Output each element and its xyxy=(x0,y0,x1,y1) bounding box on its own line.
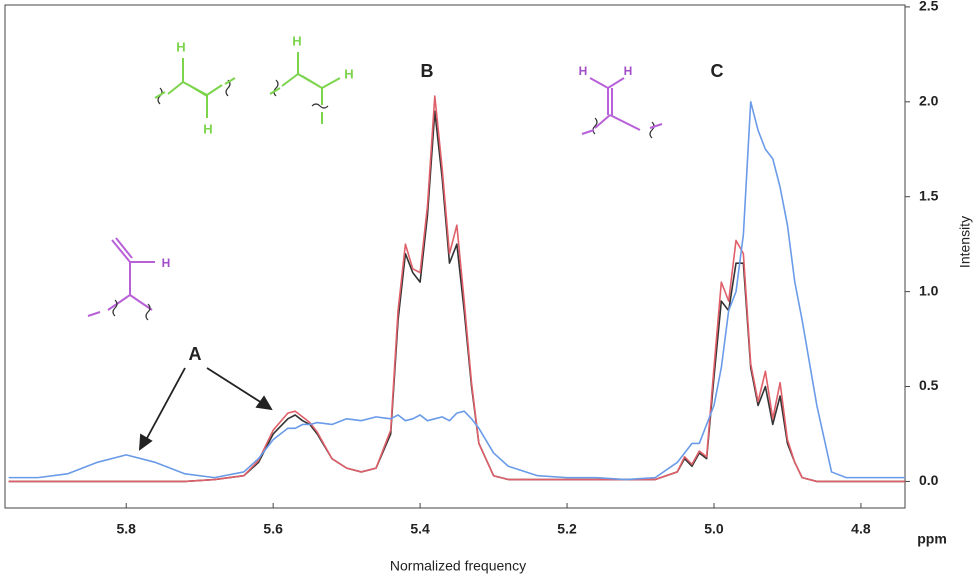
y-tick-label: 0.5 xyxy=(919,377,939,393)
atom-label: H xyxy=(344,66,353,81)
y-tick-label: 1.5 xyxy=(919,187,939,203)
x-tick-label: 5.8 xyxy=(116,521,136,537)
plot-frame xyxy=(4,4,906,509)
series-line xyxy=(8,95,905,483)
atom-label: H xyxy=(579,64,588,78)
x-tick-label: 5.2 xyxy=(557,521,577,537)
annotation: B xyxy=(421,61,434,81)
atom-label: H xyxy=(203,121,212,136)
x-tick-label: 5.4 xyxy=(410,521,430,537)
x-tick-label: 4.8 xyxy=(851,521,871,537)
x-tick-label: 5.6 xyxy=(263,521,283,537)
structure: H H xyxy=(154,39,236,136)
annotation: A xyxy=(189,344,202,364)
structure: H H xyxy=(269,33,354,124)
annotation: C xyxy=(711,61,724,81)
atom-label: H xyxy=(176,39,185,54)
series-line xyxy=(8,101,905,481)
structure: H xyxy=(87,237,171,321)
x-axis-title: Normalized frequency xyxy=(390,558,526,574)
structure: H H xyxy=(579,64,663,139)
y-tick-label: 2.0 xyxy=(919,93,939,109)
y-tick-label: 0.0 xyxy=(919,472,939,488)
y-tick-label: 2.5 xyxy=(919,0,939,14)
x-unit: ppm xyxy=(917,531,947,547)
atom-label: H xyxy=(162,256,171,270)
x-tick-label: 5.0 xyxy=(704,521,724,537)
y-axis-title: Intensity xyxy=(957,216,973,268)
arrows xyxy=(138,367,273,451)
series-line xyxy=(8,110,905,483)
atom-label: H xyxy=(292,33,301,48)
atom-label: H xyxy=(624,64,633,78)
y-tick-label: 1.0 xyxy=(919,282,939,298)
